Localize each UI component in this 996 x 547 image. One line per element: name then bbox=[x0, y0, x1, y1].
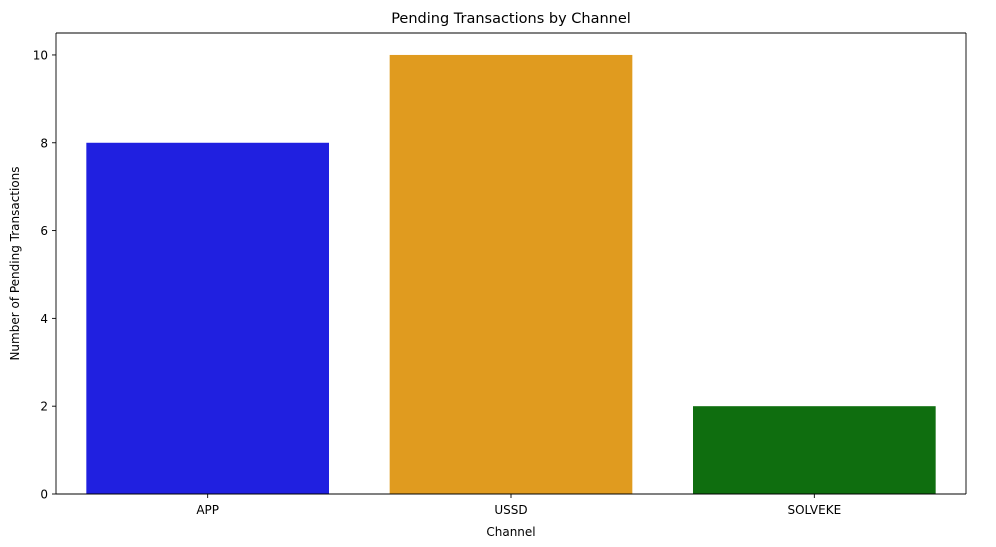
x-tick-label: SOLVEKE bbox=[787, 503, 841, 517]
chart-title: Pending Transactions by Channel bbox=[391, 11, 631, 27]
bars bbox=[86, 54, 936, 494]
y-tick-label: 10 bbox=[33, 48, 48, 62]
y-tick-label: 6 bbox=[40, 224, 48, 238]
x-ticks: APP USSD SOLVEKE bbox=[196, 494, 841, 517]
bar-solveke bbox=[693, 406, 936, 494]
y-tick-label: 2 bbox=[40, 400, 48, 414]
y-axis-label: Number of Pending Transactions bbox=[8, 166, 22, 360]
y-ticks: 0 2 4 6 8 10 bbox=[33, 48, 56, 502]
bar-ussd bbox=[389, 54, 633, 494]
y-tick-label: 8 bbox=[40, 136, 48, 150]
x-tick-label: USSD bbox=[494, 503, 527, 517]
y-tick-label: 4 bbox=[40, 312, 48, 326]
bar-app bbox=[86, 142, 329, 494]
x-axis-label: Channel bbox=[486, 525, 535, 539]
x-tick-label: APP bbox=[196, 503, 219, 517]
y-tick-label: 0 bbox=[40, 488, 48, 502]
